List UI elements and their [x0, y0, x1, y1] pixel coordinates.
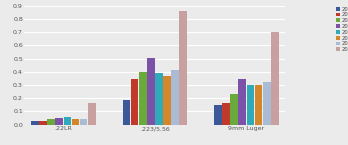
Bar	[271, 32, 279, 125]
Bar	[122, 100, 130, 125]
Bar	[222, 103, 230, 125]
Bar	[230, 94, 238, 125]
Bar	[171, 70, 179, 125]
Bar	[214, 105, 222, 125]
Bar	[80, 119, 87, 125]
Bar	[39, 121, 47, 125]
Legend: 2006, 2007, 2008, 2009, 2010, 2011, 2012, 2013: 2006, 2007, 2008, 2009, 2010, 2011, 2012…	[335, 6, 348, 53]
Bar	[72, 119, 79, 125]
Bar	[147, 58, 155, 125]
Bar	[31, 121, 39, 125]
Bar	[139, 72, 147, 125]
Bar	[155, 73, 163, 125]
Bar	[47, 119, 55, 125]
Bar	[238, 79, 246, 125]
Bar	[163, 76, 171, 125]
Bar	[88, 103, 96, 125]
Bar	[247, 85, 254, 125]
Bar	[131, 79, 139, 125]
Bar	[64, 117, 71, 125]
Bar	[180, 11, 187, 125]
Bar	[263, 82, 270, 125]
Bar	[255, 85, 262, 125]
Bar	[55, 118, 63, 125]
